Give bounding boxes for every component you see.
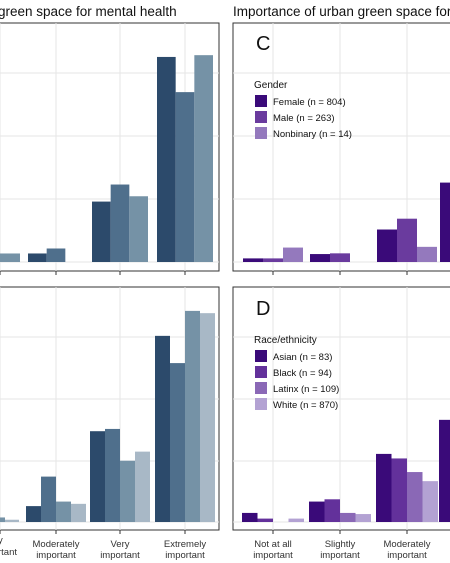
- x-tick-right-2-line2: important: [387, 550, 427, 561]
- x-tick-left-0-line2: rtant: [0, 547, 17, 558]
- race-physical-bar-1-1: [324, 499, 340, 522]
- x-tick-right-0-line1: Not at all: [254, 539, 292, 550]
- gender-physical-bar-2-0: [377, 229, 397, 262]
- gender-physical-bar-2-1: [397, 218, 417, 262]
- panel-frame: [232, 22, 450, 272]
- x-axis-left: y rtant Moderately important Very import…: [0, 535, 206, 561]
- race-physical-bar-1-2: [340, 512, 356, 522]
- race-mental-bar-0-0: [26, 506, 41, 522]
- race-mental-bar-1-1: [105, 428, 120, 522]
- title-left: green space for mental health: [0, 4, 177, 19]
- legend-gender-title: Gender: [254, 80, 288, 91]
- x-tick-right-1-line2: important: [320, 550, 360, 561]
- panel-gender-mental: [0, 22, 220, 275]
- legend-label-white: White (n = 870): [273, 400, 338, 411]
- race-mental-bar-0-3: [71, 503, 86, 522]
- x-tick-left-0-line1: y: [0, 535, 3, 546]
- legend-swatch-black: [255, 366, 267, 378]
- race-physical-bar-1-3: [355, 514, 371, 522]
- race-mental-bar-2-2: [185, 310, 200, 522]
- gender-mental-bar-2-0: [157, 56, 176, 262]
- legend-swatch-male: [255, 111, 267, 123]
- race-physical-bar-2-3: [422, 481, 438, 522]
- x-tick-left-2-line1: Very: [110, 539, 129, 550]
- panel-race-physical: [232, 286, 450, 534]
- gender-mental-bar-0-0: [28, 253, 47, 262]
- gender-mental-bar-2-1: [175, 92, 195, 262]
- legend-swatch-nonbinary: [255, 127, 267, 139]
- x-tick-left-2-line2: important: [100, 550, 140, 561]
- x-tick-left-3-line2: important: [165, 550, 205, 561]
- legend-gender: Gender Female (n = 804) Male (n = 263) N…: [254, 80, 352, 140]
- race-physical-bar-2-1: [391, 458, 407, 522]
- legend-label-nonbinary: Nonbinary (n = 14): [273, 129, 352, 140]
- gender-mental-bar-1-1: [110, 184, 130, 262]
- legend-race: Race/ethnicity Asian (n = 83) Black (n =…: [254, 335, 339, 411]
- race-physical-bar-2-0: [376, 453, 392, 522]
- x-tick-right-0-line2: important: [253, 550, 293, 561]
- x-tick-left-1-line2: important: [36, 550, 76, 561]
- x-tick-right-2-line1: Moderately: [384, 539, 431, 550]
- legend-swatch-latinx: [255, 382, 267, 394]
- race-physical-bar-1-0: [309, 501, 325, 522]
- race-mental-bar-0-2: [56, 501, 71, 522]
- x-tick-right-1-line1: Slightly: [325, 539, 356, 550]
- legend-label-asian: Asian (n = 83): [273, 352, 332, 363]
- gender-mental-bar-2-2: [194, 55, 213, 262]
- legend-swatch-asian: [255, 350, 267, 362]
- legend-label-black: Black (n = 94): [273, 368, 332, 379]
- x-axis-right: Not at all important Slightly important …: [253, 539, 431, 561]
- gender-physical-bar-2-2: [417, 246, 437, 262]
- panel-letter-d: D: [256, 298, 270, 320]
- race-mental-bar-1-2: [120, 460, 135, 522]
- gender-physical-bar-1-0: [310, 254, 330, 262]
- race-mental-bar-1-3: [135, 451, 150, 522]
- race-mental-bar-2-0: [155, 335, 170, 522]
- x-tick-left-3-line1: Extremely: [164, 539, 206, 550]
- gender-physical-bar-0-2: [283, 247, 303, 262]
- gender-physical-bar-3-0: [440, 182, 450, 262]
- panel-race-mental: [0, 286, 220, 534]
- race-physical-bar-2-2: [407, 472, 423, 522]
- race-mental-bar-2-1: [170, 363, 185, 522]
- legend-label-female: Female (n = 804): [273, 97, 346, 108]
- panel-letter-c: C: [256, 33, 270, 55]
- panel-gender-physical: [232, 22, 450, 275]
- legend-race-title: Race/ethnicity: [254, 335, 317, 346]
- race-mental-bar-clipped-1: [5, 519, 19, 522]
- gender-mental-bar-1-0: [92, 201, 111, 262]
- x-tick-left-1-line1: Moderately: [33, 539, 80, 550]
- legend-label-male: Male (n = 263): [273, 113, 335, 124]
- gender-mental-bar-0-1: [46, 248, 66, 262]
- race-physical-bar-0-3: [288, 518, 304, 522]
- race-mental-bar-1-0: [90, 431, 105, 522]
- race-physical-bar-3-0: [439, 419, 450, 522]
- race-mental-bar-0-1: [41, 476, 56, 522]
- legend-swatch-female: [255, 95, 267, 107]
- gender-physical-bar-0-0: [243, 258, 263, 262]
- legend-swatch-white: [255, 398, 267, 410]
- race-physical-bar-0-1: [257, 518, 273, 522]
- gender-mental-bar-1-2: [129, 196, 148, 262]
- title-right: Importance of urban green space for phys: [233, 4, 450, 19]
- legend-label-latinx: Latinx (n = 109): [273, 384, 339, 395]
- gender-physical-bar-1-1: [330, 253, 350, 262]
- race-mental-bar-clipped-0: [0, 517, 5, 522]
- race-mental-bar-2-3: [200, 313, 215, 522]
- gender-mental-bar-clipped: [0, 253, 20, 262]
- race-physical-bar-0-0: [242, 512, 258, 522]
- gender-physical-bar-0-1: [263, 258, 283, 262]
